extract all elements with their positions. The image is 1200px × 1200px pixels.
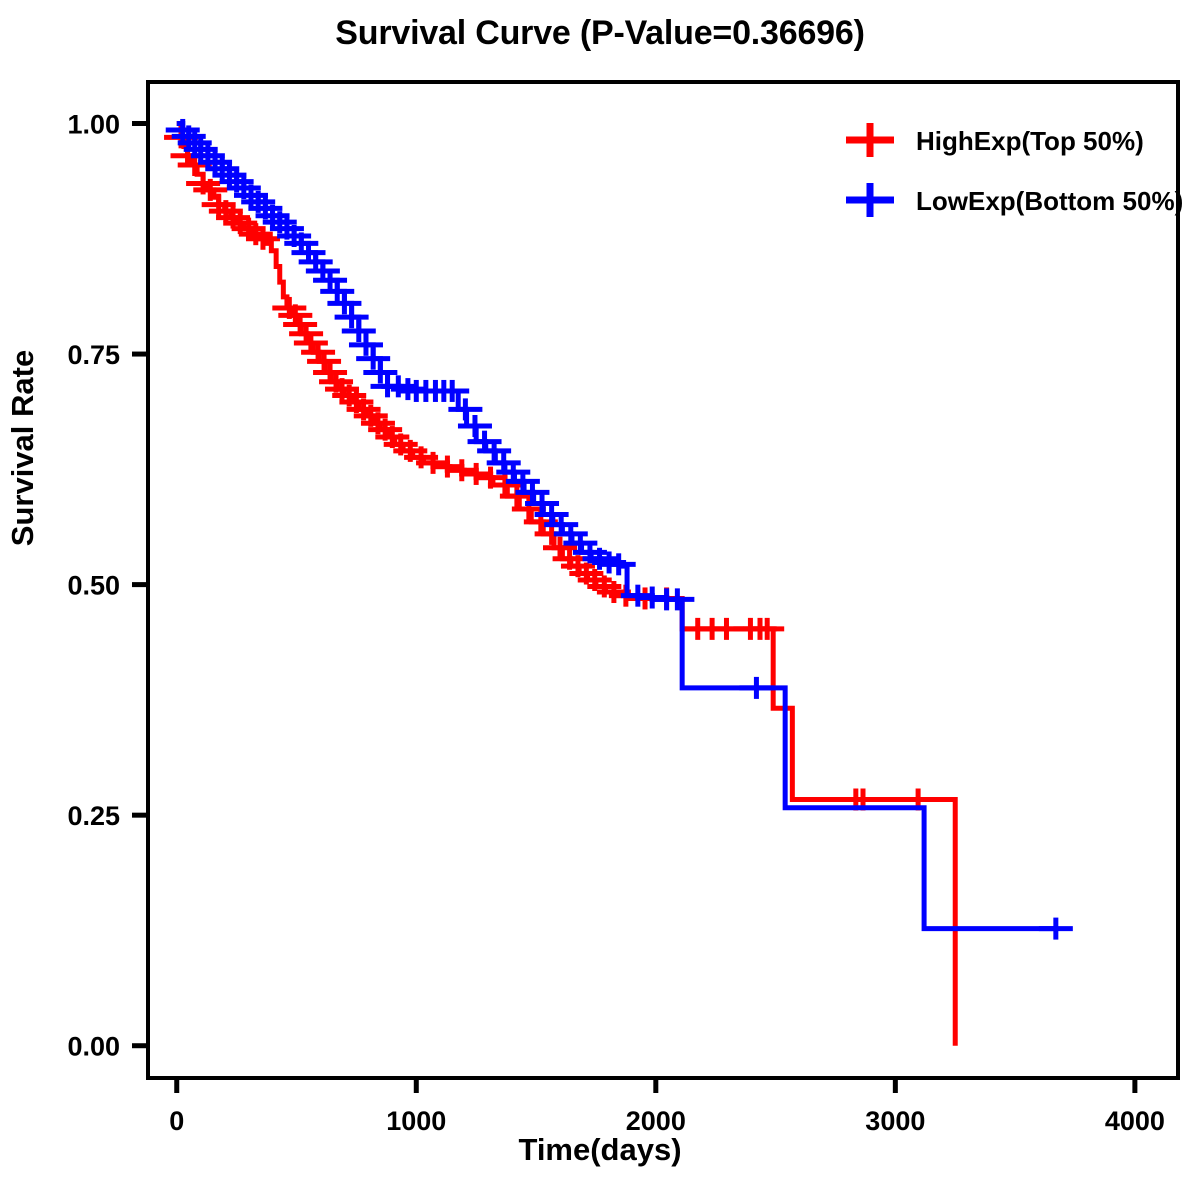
x-axis-tick-label: 3000 bbox=[865, 1106, 925, 1136]
page-title: Survival Curve (P-Value=0.36696) bbox=[335, 14, 865, 52]
legend-label: LowExp(Bottom 50%) bbox=[916, 186, 1183, 216]
y-axis-tick-label: 1.00 bbox=[67, 110, 120, 140]
legend-item[interactable]: HighExp(Top 50%) bbox=[846, 123, 1144, 157]
y-axis-tick-label: 0.75 bbox=[67, 340, 120, 370]
legend-item[interactable]: LowExp(Bottom 50%) bbox=[846, 183, 1183, 217]
x-axis-tick-label: 1000 bbox=[386, 1106, 446, 1136]
series-lowexp bbox=[165, 118, 1073, 940]
step-curve bbox=[176, 121, 958, 1046]
y-axis-tick-label: 0.00 bbox=[67, 1032, 120, 1062]
y-axis-tick-label: 0.50 bbox=[67, 571, 120, 601]
legend-layer: HighExp(Top 50%) LowExp(Bottom 50%) bbox=[846, 123, 1183, 217]
series-layer bbox=[164, 118, 1073, 1046]
plot-frame bbox=[146, 80, 1180, 1080]
x-axis-tick-label: 2000 bbox=[626, 1106, 686, 1136]
axis-layer: 0 1000 2000 3000 4000 0.00 0.25 0.50 0.75 1.00 bbox=[67, 80, 1180, 1136]
legend-label: HighExp(Top 50%) bbox=[916, 126, 1144, 156]
series-highexp bbox=[164, 121, 958, 1046]
x-axis-title: Time(days) bbox=[518, 1132, 682, 1167]
x-axis-tick-label: 4000 bbox=[1105, 1106, 1165, 1136]
x-axis-tick-label: 0 bbox=[169, 1106, 184, 1136]
y-axis-tick-label: 0.25 bbox=[67, 801, 120, 831]
